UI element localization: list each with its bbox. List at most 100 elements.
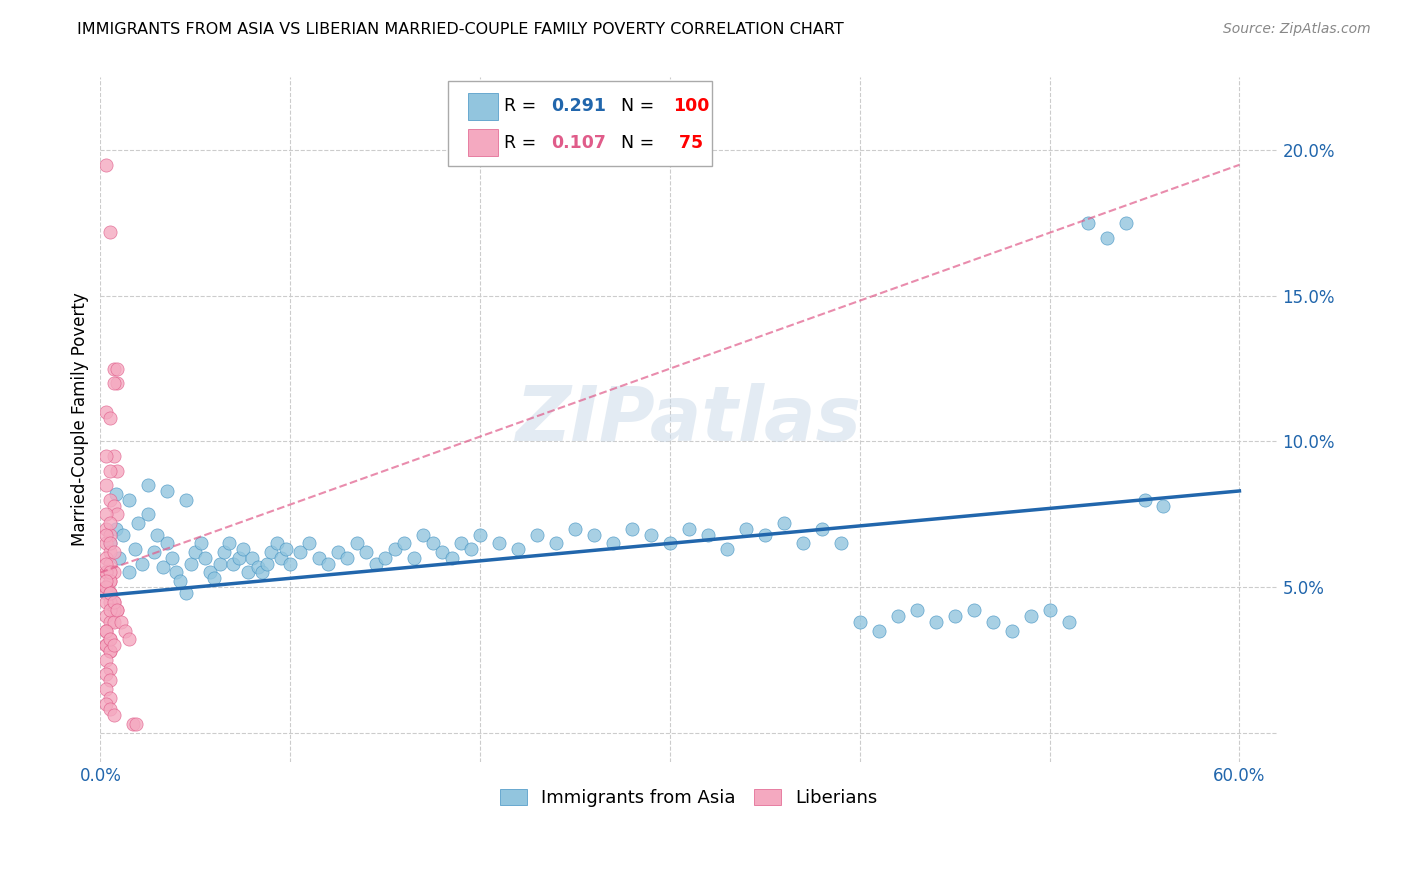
Text: R =: R = [505,97,543,115]
Point [94,508,117,522]
Point [194,550,217,565]
Point [94,624,117,638]
Point [107,603,129,617]
Point [326,545,349,559]
Point [190,536,212,550]
Point [107,361,129,376]
Point [981,615,1004,629]
Point [98,662,121,676]
Point [354,545,377,559]
Text: IMMIGRANTS FROM ASIA VS LIBERIAN MARRIED-COUPLE FAMILY POVERTY CORRELATION CHART: IMMIGRANTS FROM ASIA VS LIBERIAN MARRIED… [77,22,844,37]
Point [98,566,121,580]
Point [103,361,125,376]
Point [658,536,681,550]
Point [94,574,117,589]
Point [316,557,339,571]
Point [98,411,121,425]
Point [468,527,491,541]
Point [260,545,283,559]
Point [1000,624,1022,638]
Point [98,586,121,600]
Point [222,557,245,571]
Point [943,609,966,624]
Point [107,376,129,391]
Point [1039,603,1062,617]
Point [98,594,121,608]
Point [94,586,117,600]
Point [246,559,269,574]
Point [121,717,143,731]
Point [98,632,121,647]
Legend: Immigrants from Asia, Liberians: Immigrants from Asia, Liberians [492,781,884,814]
Point [384,542,406,557]
Point [582,527,605,541]
Point [98,225,121,239]
Point [754,527,776,541]
Point [564,522,586,536]
Point [103,594,125,608]
Point [94,449,117,463]
Point [218,536,240,550]
Point [103,708,125,723]
Point [156,483,179,498]
Point [98,574,121,589]
Point [165,566,187,580]
Point [98,545,121,559]
Point [696,527,718,541]
Point [98,632,121,647]
Point [94,580,117,594]
Point [107,464,129,478]
Point [422,536,444,550]
Text: N =: N = [610,97,659,115]
Point [103,449,125,463]
Point [125,717,148,731]
Point [94,522,117,536]
Point [1153,499,1175,513]
Text: 75: 75 [672,134,703,152]
Point [276,542,298,557]
Point [98,644,121,658]
Point [184,545,207,559]
Point [98,557,121,571]
Point [142,545,165,559]
Point [108,550,131,565]
Point [1095,230,1118,244]
Point [98,673,121,688]
Point [200,566,222,580]
Point [602,536,624,550]
Point [94,158,117,172]
Point [792,536,814,550]
Text: 0.291: 0.291 [551,97,606,115]
Point [94,681,117,696]
Point [94,609,117,624]
Text: R =: R = [505,134,543,152]
Point [152,559,174,574]
Point [131,557,153,571]
Point [430,545,453,559]
Point [810,522,832,536]
FancyBboxPatch shape [468,129,498,156]
Point [98,586,121,600]
Point [118,492,141,507]
Text: 100: 100 [672,97,709,115]
Point [103,566,125,580]
Point [162,550,184,565]
Point [136,508,159,522]
Point [868,624,890,638]
Point [94,697,117,711]
Text: ZIPatlas: ZIPatlas [516,383,862,457]
Point [440,550,463,565]
Point [94,557,117,571]
Point [460,542,482,557]
Point [94,527,117,541]
Point [94,638,117,652]
Point [392,536,415,550]
Point [180,557,202,571]
Point [156,536,179,550]
Point [103,376,125,391]
Point [94,653,117,667]
Point [127,516,149,530]
Point [1115,216,1137,230]
Point [94,624,117,638]
Point [94,550,117,565]
